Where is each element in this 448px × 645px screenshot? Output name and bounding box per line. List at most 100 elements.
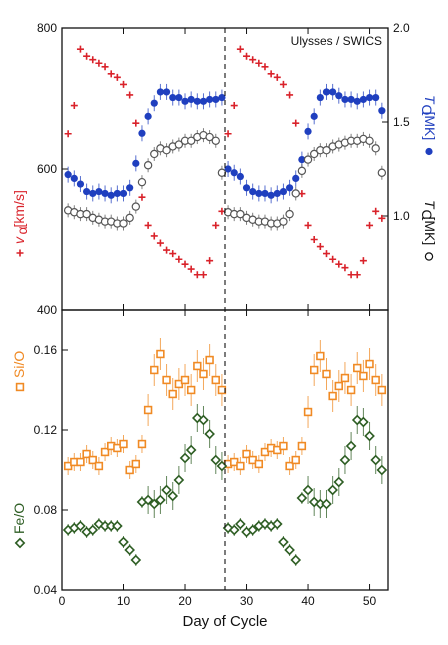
data-point	[224, 165, 232, 173]
data-point	[353, 363, 362, 373]
data-point	[206, 257, 214, 265]
data-point	[64, 171, 72, 179]
data-point	[322, 369, 331, 379]
data-point	[150, 232, 158, 240]
data-point	[218, 93, 226, 102]
data-point	[365, 93, 374, 102]
data-point	[296, 492, 308, 504]
data-point	[364, 430, 375, 442]
temperature-axis-tick-label: 2.0	[393, 21, 410, 35]
series-open-diamond	[62, 404, 388, 566]
data-point	[95, 187, 103, 196]
data-point	[175, 93, 183, 102]
data-point	[163, 246, 171, 254]
data-point	[144, 112, 152, 120]
data-point	[372, 207, 380, 215]
data-point	[217, 385, 227, 395]
data-point	[119, 189, 128, 198]
data-point	[76, 45, 84, 53]
data-point	[285, 461, 294, 471]
data-point	[261, 63, 269, 71]
data-point	[228, 524, 240, 536]
series-plus	[64, 45, 386, 279]
data-point	[303, 407, 313, 417]
data-point	[89, 56, 97, 64]
data-point	[186, 136, 196, 145]
velocity-axis-label: vα[km/s]	[11, 190, 30, 257]
data-point	[267, 191, 275, 199]
data-point	[107, 191, 115, 199]
data-point	[279, 217, 288, 226]
t-carbon-axis-label-text: [MK]	[422, 217, 438, 246]
data-point	[322, 145, 331, 155]
data-point	[167, 490, 179, 502]
data-point	[365, 136, 374, 145]
x-tick-label: 20	[178, 594, 192, 608]
si-o-axis-label-text: Si/O	[11, 351, 27, 378]
data-point	[150, 149, 159, 159]
temperature-axis-tick-label: 1.5	[393, 115, 410, 129]
data-point	[224, 130, 232, 138]
data-point	[70, 102, 78, 110]
data-point	[359, 257, 367, 265]
data-point	[132, 119, 140, 127]
data-point	[191, 412, 203, 424]
data-point	[137, 177, 147, 187]
fe-o-axis-label: Fe/O	[11, 503, 27, 549]
data-point	[316, 93, 324, 102]
data-point	[261, 189, 269, 198]
data-point	[186, 385, 196, 395]
data-point	[230, 169, 238, 177]
data-point	[185, 444, 197, 456]
data-point	[235, 518, 246, 530]
data-point	[322, 250, 330, 258]
data-point	[125, 213, 134, 223]
data-point	[155, 494, 166, 506]
data-point	[370, 454, 382, 466]
t-carbon-axis-label: TC[MK]	[419, 200, 438, 261]
data-point	[199, 97, 208, 105]
data-point	[210, 454, 222, 466]
data-point	[316, 243, 324, 251]
fe-o-axis-label-text: Fe/O	[11, 503, 27, 534]
data-point	[131, 202, 141, 211]
data-point	[193, 361, 202, 371]
t-oxygen-axis-label-text: T	[422, 95, 438, 105]
data-point	[211, 136, 220, 145]
data-point	[247, 524, 259, 536]
t-oxygen-axis-label: TO[MK]	[419, 95, 438, 156]
data-point	[76, 457, 85, 467]
data-point	[279, 187, 288, 196]
data-point	[377, 168, 387, 177]
x-tick-label: 50	[363, 594, 377, 608]
data-point	[236, 461, 245, 471]
data-point	[291, 455, 300, 465]
data-point	[168, 389, 177, 399]
data-point	[249, 56, 257, 64]
data-point	[143, 405, 153, 415]
data-point	[316, 351, 325, 361]
velocity-axis-label-text: v	[11, 236, 27, 244]
data-point	[371, 144, 380, 153]
data-point	[199, 369, 208, 379]
data-point	[255, 59, 263, 67]
data-point	[341, 95, 349, 104]
data-point	[292, 119, 300, 127]
data-point	[236, 45, 244, 53]
data-point	[162, 145, 171, 155]
x-tick-label: 40	[301, 594, 315, 608]
data-point	[243, 52, 251, 60]
data-point	[309, 149, 319, 159]
data-point	[212, 95, 220, 104]
data-point	[169, 250, 177, 258]
data-point	[211, 375, 220, 385]
data-point	[156, 88, 165, 96]
data-point	[335, 260, 343, 268]
data-point	[76, 180, 85, 188]
data-point	[131, 459, 141, 469]
x-tick-label: 10	[117, 594, 131, 608]
data-point	[144, 221, 152, 229]
data-point	[290, 554, 302, 566]
data-point	[173, 474, 185, 486]
velocity-axis-tick-label: 600	[37, 162, 57, 176]
